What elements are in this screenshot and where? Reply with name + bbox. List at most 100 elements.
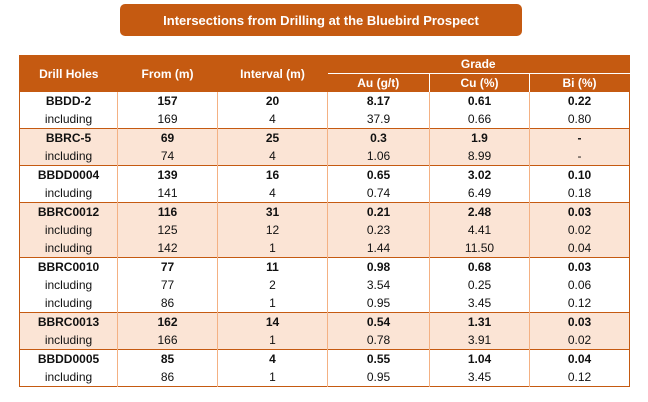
cell-from: 86: [117, 294, 218, 313]
cell-drill-hole: BBDD0005: [19, 349, 118, 368]
cell-au: 0.65: [327, 165, 430, 184]
cell-au: 0.98: [327, 257, 430, 276]
drill-hole-group: BBDD0004 139 16 0.65 3.02 0.10 including 141 4 0.…: [19, 165, 630, 203]
cell-from: 85: [117, 349, 218, 368]
cell-interval: 11: [217, 257, 328, 276]
cell-interval: 4: [217, 184, 328, 203]
cell-interval: 4: [217, 147, 328, 166]
cell-bi: 0.06: [528, 276, 630, 294]
cell-bi: 0.03: [528, 257, 630, 276]
cell-bi: -: [528, 128, 630, 147]
table-row-primary: BBDD-2 157 20 8.17 0.61 0.22: [19, 92, 630, 110]
cell-from: 69: [117, 128, 218, 147]
cell-drill-hole: BBRC0010: [19, 257, 118, 276]
cell-drill-hole: including: [19, 239, 118, 258]
header-from: From (m): [117, 55, 218, 92]
cell-from: 169: [117, 110, 218, 129]
cell-au: 0.23: [327, 221, 430, 239]
drill-hole-group: BBDD-2 157 20 8.17 0.61 0.22 including 169 4 37.9…: [19, 92, 630, 129]
header-au: Au (g/t): [327, 73, 430, 92]
cell-from: 74: [117, 147, 218, 166]
cell-au: 0.21: [327, 202, 430, 221]
table-row-including: including 142 1 1.44 11.50 0.04: [19, 239, 630, 258]
cell-au: 0.78: [327, 331, 430, 350]
cell-drill-hole: BBRC-5: [19, 128, 118, 147]
header-cu: Cu (%): [429, 73, 530, 92]
cell-bi: -: [528, 147, 630, 166]
cell-drill-hole: BBDD-2: [19, 92, 118, 110]
cell-from: 77: [117, 276, 218, 294]
cell-au: 0.74: [327, 184, 430, 203]
table-row-primary: BBRC0012 116 31 0.21 2.48 0.03: [19, 202, 630, 221]
drill-hole-group: BBRC0013 162 14 0.54 1.31 0.03 including 166 1 0.…: [19, 312, 630, 350]
cell-cu: 1.31: [429, 312, 530, 331]
cell-bi: 0.12: [528, 368, 630, 387]
intersections-table: Drill Holes From (m) Interval (m) Grade …: [19, 55, 631, 387]
cell-bi: 0.03: [528, 202, 630, 221]
cell-from: 141: [117, 184, 218, 203]
header-interval: Interval (m): [217, 55, 328, 92]
cell-cu: 6.49: [429, 184, 530, 203]
cell-interval: 12: [217, 221, 328, 239]
cell-interval: 2: [217, 276, 328, 294]
cell-cu: 4.41: [429, 221, 530, 239]
cell-cu: 3.02: [429, 165, 530, 184]
cell-bi: 0.12: [528, 294, 630, 313]
drill-hole-group: BBRC-5 69 25 0.3 1.9- including 74 4 1.06 8.99-: [19, 128, 630, 166]
cell-interval: 1: [217, 239, 328, 258]
table-row-including: including 86 1 0.95 3.45 0.12: [19, 294, 630, 313]
cell-cu: 0.68: [429, 257, 530, 276]
cell-drill-hole: including: [19, 368, 118, 387]
cell-bi: 0.03: [528, 312, 630, 331]
cell-au: 1.06: [327, 147, 430, 166]
table-row-primary: BBDD0005 85 4 0.55 1.04 0.04: [19, 349, 630, 368]
cell-bi: 0.80: [528, 110, 630, 129]
cell-bi: 0.10: [528, 165, 630, 184]
cell-from: 77: [117, 257, 218, 276]
cell-cu: 11.50: [429, 239, 530, 258]
cell-au: 0.55: [327, 349, 430, 368]
cell-cu: 1.04: [429, 349, 530, 368]
cell-cu: 8.99: [429, 147, 530, 166]
table-row-including: including 166 1 0.78 3.91 0.02: [19, 331, 630, 350]
cell-from: 139: [117, 165, 218, 184]
cell-drill-hole: BBRC0013: [19, 312, 118, 331]
header-drill-holes: Drill Holes: [19, 55, 118, 92]
cell-cu: 3.45: [429, 368, 530, 387]
cell-drill-hole: including: [19, 110, 118, 129]
table-row-primary: BBRC-5 69 25 0.3 1.9-: [19, 128, 630, 147]
cell-bi: 0.18: [528, 184, 630, 203]
cell-au: 8.17: [327, 92, 430, 110]
cell-cu: 3.91: [429, 331, 530, 350]
cell-from: 157: [117, 92, 218, 110]
cell-bi: 0.04: [528, 239, 630, 258]
cell-interval: 31: [217, 202, 328, 221]
cell-from: 166: [117, 331, 218, 350]
cell-from: 125: [117, 221, 218, 239]
cell-cu: 0.25: [429, 276, 530, 294]
cell-drill-hole: including: [19, 184, 118, 203]
cell-au: 0.3: [327, 128, 430, 147]
cell-interval: 20: [217, 92, 328, 110]
header-bi: Bi (%): [528, 73, 630, 92]
cell-from: 162: [117, 312, 218, 331]
cell-interval: 4: [217, 110, 328, 129]
cell-bi: 0.22: [528, 92, 630, 110]
table-row-including: including 169 4 37.9 0.66 0.80: [19, 110, 630, 129]
table-title: Intersections from Drilling at the Blueb…: [120, 4, 522, 36]
cell-interval: 25: [217, 128, 328, 147]
table-row-primary: BBDD0004 139 16 0.65 3.02 0.10: [19, 165, 630, 184]
header-grade: Grade: [327, 55, 630, 74]
cell-interval: 16: [217, 165, 328, 184]
drill-hole-group: BBRC0010 77 11 0.98 0.68 0.03 including 77 2 3.54…: [19, 257, 630, 313]
cell-bi: 0.04: [528, 349, 630, 368]
cell-au: 0.54: [327, 312, 430, 331]
cell-interval: 14: [217, 312, 328, 331]
cell-drill-hole: including: [19, 294, 118, 313]
table-header: Drill Holes From (m) Interval (m) Grade …: [19, 55, 630, 92]
cell-drill-hole: including: [19, 276, 118, 294]
table-row-primary: BBRC0013 162 14 0.54 1.31 0.03: [19, 312, 630, 331]
cell-interval: 1: [217, 331, 328, 350]
cell-au: 37.9: [327, 110, 430, 129]
cell-cu: 0.66: [429, 110, 530, 129]
